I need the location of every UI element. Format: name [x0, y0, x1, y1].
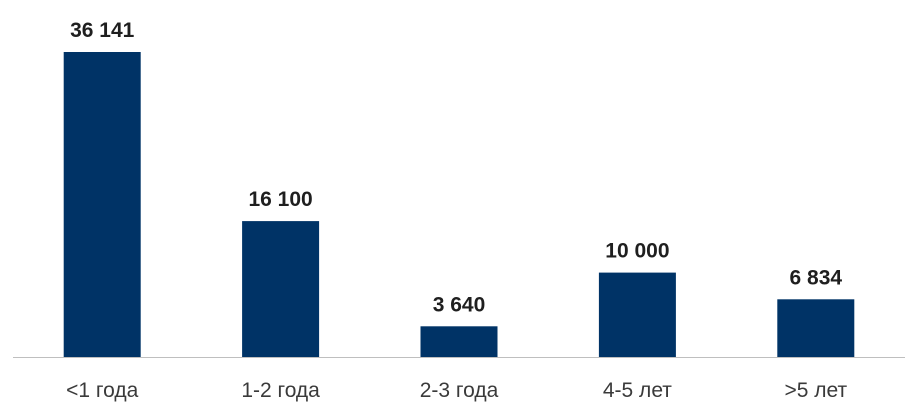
- category-label: >5 лет: [784, 379, 847, 402]
- bar-value-label: 16 100: [248, 188, 312, 211]
- value-labels-layer: 36 141 16 100 3 640 10 000 6 834: [70, 19, 842, 316]
- category-label: 4-5 лет: [603, 379, 672, 402]
- category-labels-layer: <1 года 1-2 года 2-3 года 4-5 лет >5 лет: [66, 379, 847, 402]
- bar: [63, 52, 141, 357]
- category-label: 1-2 года: [241, 379, 320, 402]
- bar: [242, 221, 320, 357]
- bar-value-label: 36 141: [70, 19, 135, 42]
- category-label: <1 года: [66, 379, 138, 402]
- bar-value-label: 6 834: [790, 266, 843, 289]
- category-label: 2-3 года: [420, 379, 499, 402]
- bars-layer: [63, 52, 855, 357]
- bar: [420, 326, 498, 357]
- bar-value-label: 3 640: [433, 293, 486, 316]
- bar: [777, 299, 855, 357]
- bar-value-label: 10 000: [605, 240, 669, 263]
- bar: [598, 272, 676, 357]
